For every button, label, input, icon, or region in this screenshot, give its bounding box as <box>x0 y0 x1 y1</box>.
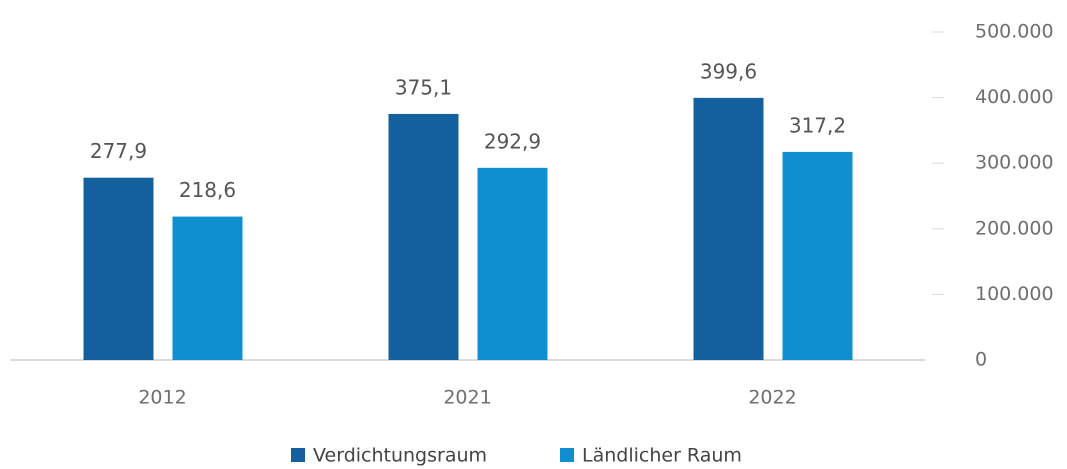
data-label: 218,6 <box>179 178 236 202</box>
data-label: 317,2 <box>789 113 846 137</box>
bar <box>388 113 459 360</box>
y-tick-label: 0 <box>975 349 987 371</box>
bar <box>782 151 853 360</box>
legend-label: Verdichtungsraum <box>313 445 487 467</box>
x-tick-label: 2022 <box>748 387 796 409</box>
y-tick-label: 100.000 <box>975 283 1054 305</box>
x-tick-label: 2021 <box>443 387 491 409</box>
legend-swatch <box>560 448 574 462</box>
data-label: 292,9 <box>484 129 541 153</box>
data-label: 399,6 <box>700 59 757 83</box>
bar <box>477 167 548 360</box>
legend-swatch <box>291 448 305 462</box>
x-tick-label: 2012 <box>138 387 186 409</box>
bar <box>693 97 764 360</box>
data-label: 375,1 <box>395 75 452 99</box>
y-tick-label: 400.000 <box>975 86 1054 108</box>
legend-item: Verdichtungsraum <box>291 445 487 467</box>
bar <box>172 216 243 360</box>
y-tick-label: 300.000 <box>975 152 1054 174</box>
y-tick-label: 500.000 <box>975 21 1054 43</box>
legend-label: Ländlicher Raum <box>582 445 742 467</box>
data-label: 277,9 <box>90 139 147 163</box>
legend-item: Ländlicher Raum <box>560 445 742 467</box>
bar <box>83 177 154 360</box>
y-tick-label: 200.000 <box>975 217 1054 239</box>
